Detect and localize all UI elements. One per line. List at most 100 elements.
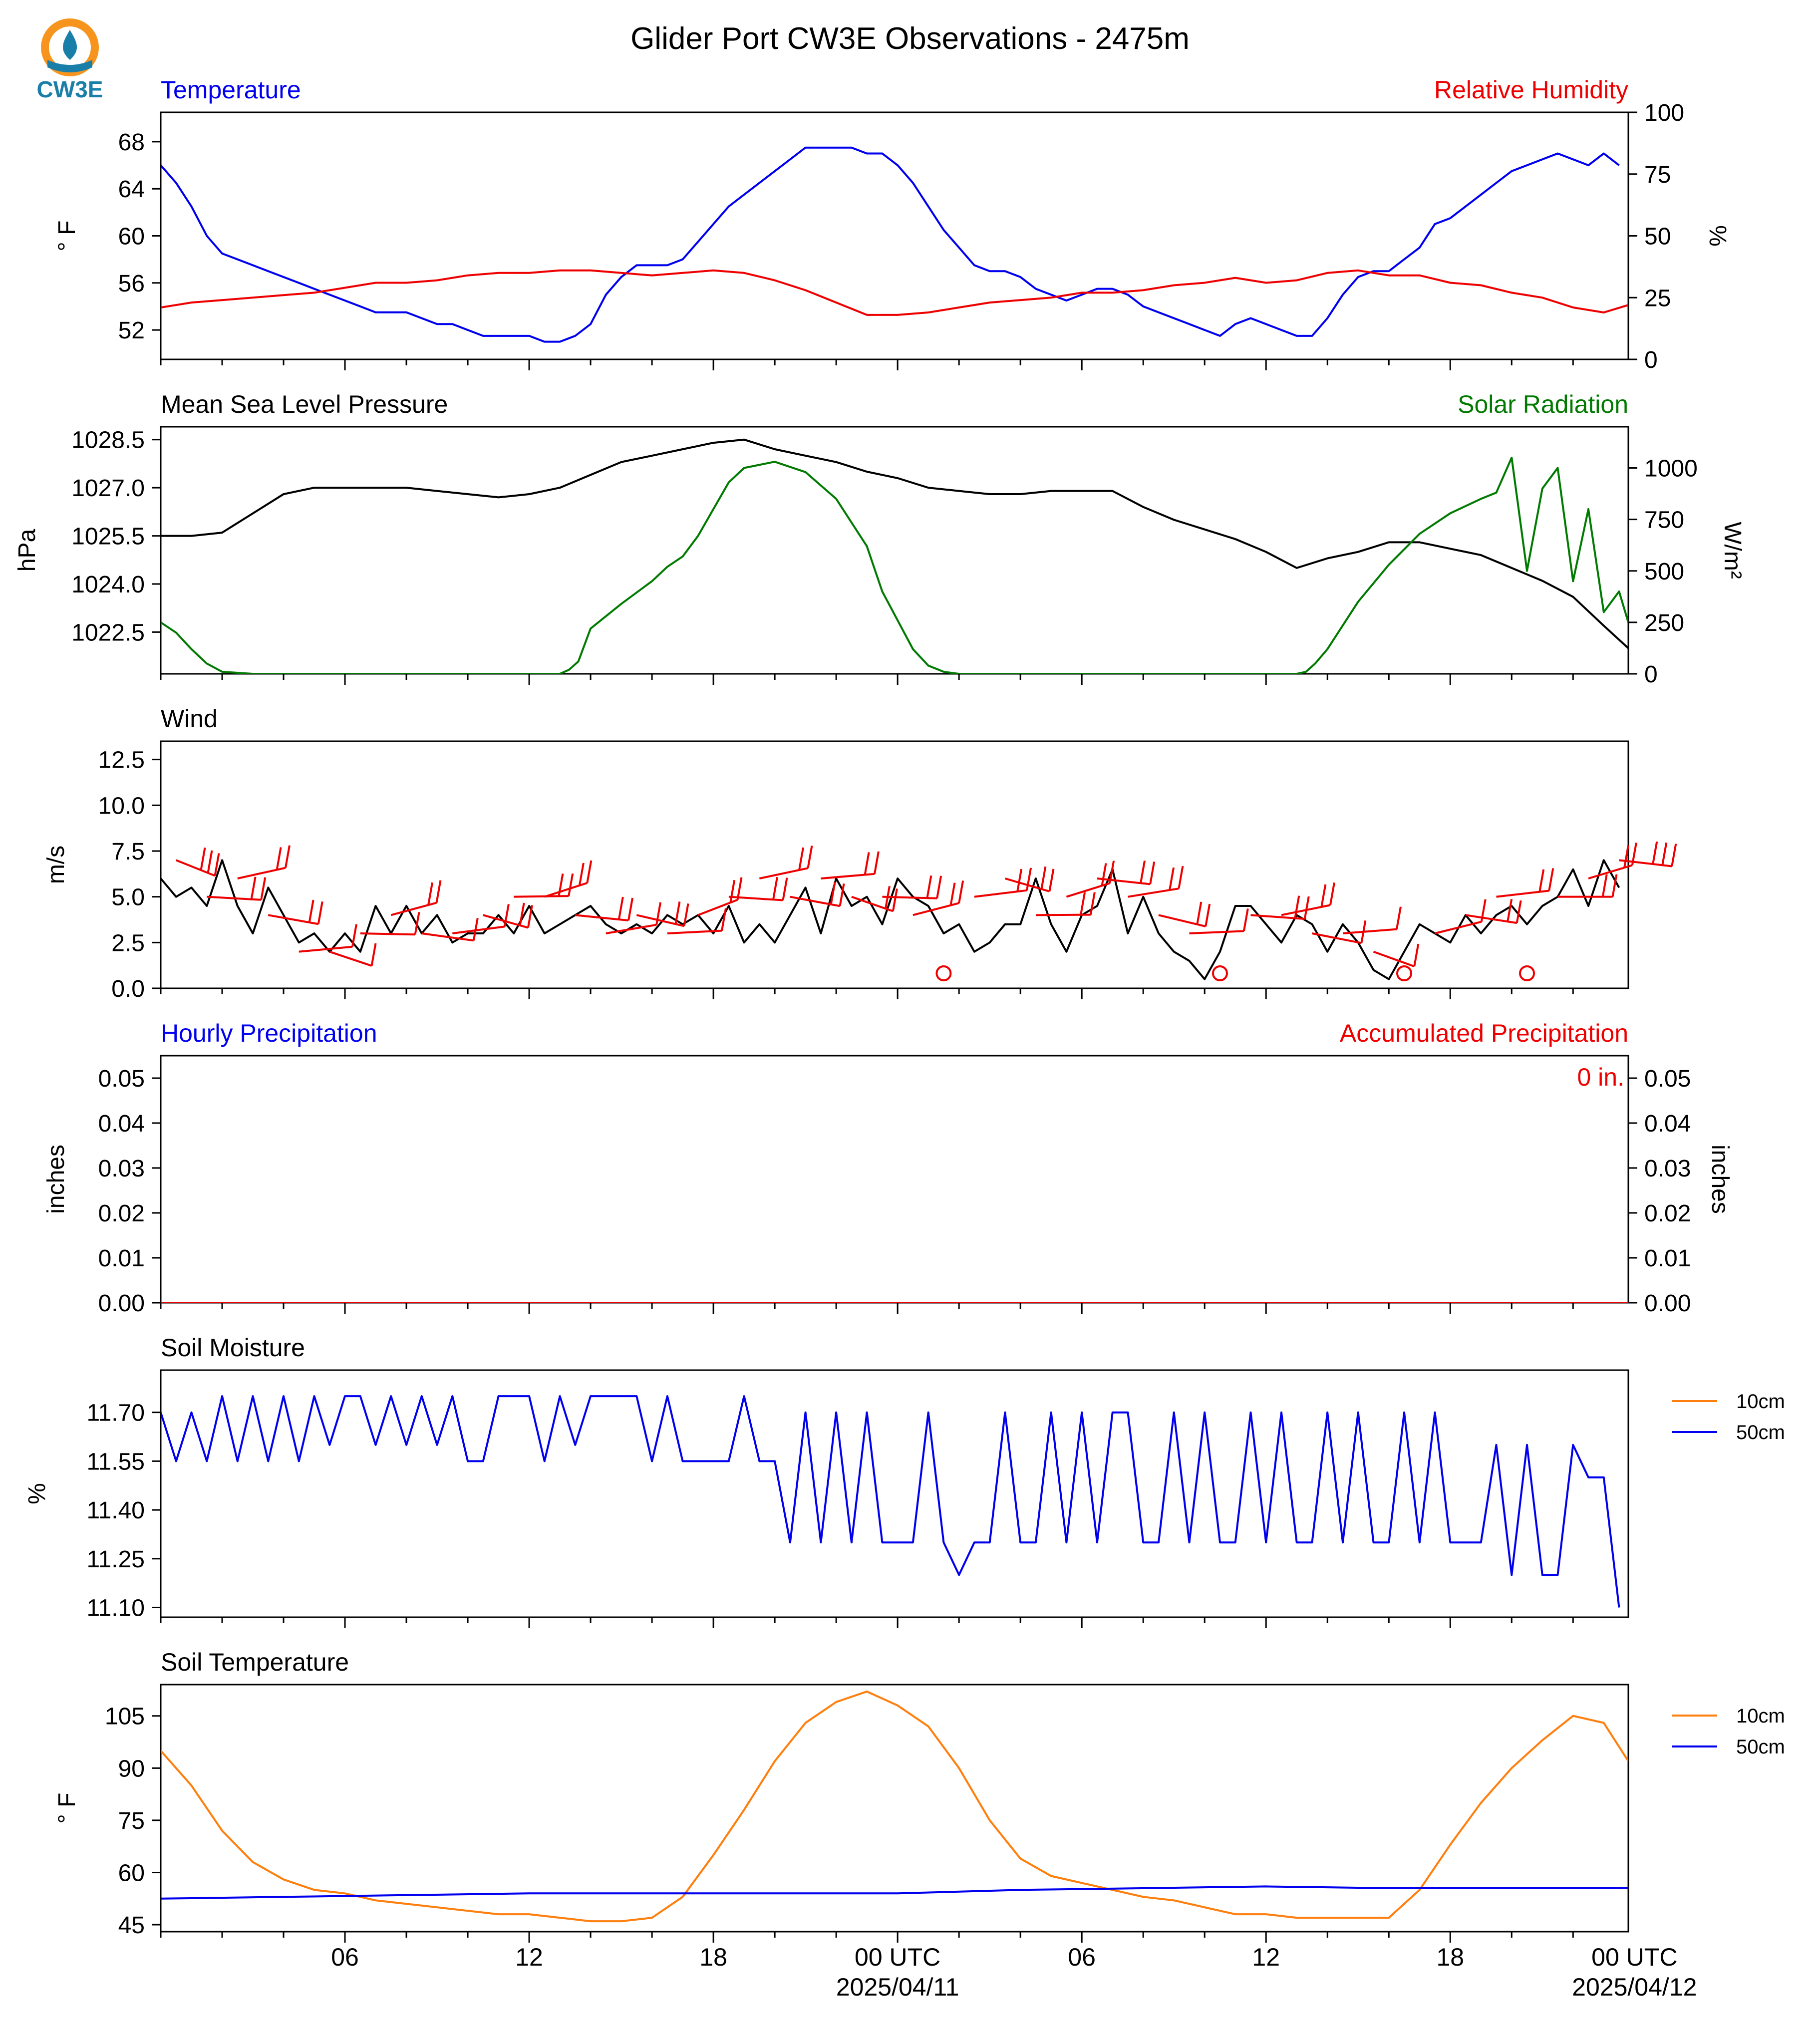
panel-title-left: Temperature [161,76,301,104]
x-tick-date-label: 2025/04/11 [836,1973,959,2001]
y-axis-label: % [24,1483,50,1504]
y-tick-label: 0.03 [98,1156,145,1182]
y-tick-label: 11.55 [86,1449,145,1475]
y-tick-label: 60 [118,1860,145,1886]
wind-barb [1619,841,1677,868]
legend-label: 50cm [1736,1422,1785,1444]
page-title: Glider Port CW3E Observations - 2475m [630,21,1190,56]
panel-frame [160,1055,1629,1304]
legend-label: 10cm [1736,1391,1785,1413]
y-tick-label: 11.10 [86,1595,145,1621]
wind-barb [974,868,1032,898]
y-tick-label-right: 750 [1644,507,1684,534]
wind-barb [237,845,291,879]
y-axis-label-right: % [1704,225,1731,247]
wind-barb [882,875,942,899]
precip-total-label: 0 in. [1577,1063,1624,1091]
wind-barb [1158,901,1211,927]
wind-barb-calm [935,965,952,981]
y-tick-label-right: 0 [1644,661,1658,688]
wind-barb [790,881,845,907]
panel-5: Soil Temperature 45 60 75 90 105 ° F 10cm 50cm [54,1648,1785,1943]
y-axis-label: ° F [54,221,80,252]
wind-barb [606,902,662,934]
series-line-temperature [161,146,1620,343]
y-tick-label-right: 0.00 [1644,1290,1691,1317]
y-tick-label: 10.0 [98,793,145,819]
y-axis-label-right: W/m² [1719,522,1746,579]
wind-barb [390,880,442,916]
wind-barb [1097,860,1156,885]
legend: 10cm 50cm [1672,1705,1785,1758]
x-tick-label: 06 [1068,1943,1096,1971]
panel-frame [160,426,1629,675]
y-tick-label: 75 [118,1808,145,1834]
legend-label: 50cm [1736,1736,1785,1758]
wind-barb-calm [1212,965,1228,981]
y-tick-label-right: 100 [1644,100,1684,126]
x-tick-label: 12 [515,1943,543,1971]
y-tick-label-right: 0.04 [1644,1111,1691,1137]
x-tick-label: 00 UTC [1591,1943,1677,1971]
y-axis-label: inches [43,1145,69,1214]
panel-title-left: Wind [161,705,218,733]
legend-label: 10cm [1736,1705,1785,1727]
y-tick-label: 1024.0 [71,572,145,598]
wind-barb [360,911,420,936]
wind-barb-calm [1396,965,1413,981]
panel-title-right: Accumulated Precipitation [1340,1019,1628,1047]
y-tick-label-right: 1000 [1644,456,1698,482]
series-line-50cm [161,1885,1628,1900]
wind-barb [1004,866,1055,892]
wind-barb [912,880,964,916]
x-tick-label: 00 UTC [855,1943,940,1971]
y-tick-label: 52 [118,317,145,344]
y-axis-label-right: inches [1707,1145,1733,1214]
wind-barb [452,904,510,934]
wind-barb [268,899,323,925]
wind-barb [1035,892,1096,916]
wind-barb [299,924,357,953]
wind-barb [759,845,813,879]
series-line-50cm [161,1395,1620,1608]
y-tick-label: 7.5 [111,839,145,865]
series-line-wind-speed [161,859,1620,980]
y-tick-label: 1027.0 [71,475,145,502]
y-axis-label: ° F [54,1793,80,1824]
y-tick-label: 11.70 [86,1400,145,1427]
wind-barb [544,860,593,898]
y-tick-label: 1025.5 [71,524,145,550]
panel-frame [160,1369,1629,1618]
y-tick-label: 60 [118,224,145,250]
y-tick-label: 68 [118,129,145,156]
panel-3: Hourly Precipitation Accumulated Precipit… [43,1019,1733,1317]
y-tick-label: 1022.5 [71,619,145,646]
wind-barb [329,943,377,967]
cw3e-logo: CW3E [37,18,103,102]
wind-barb-calm [1519,965,1535,981]
wind-barb [1496,868,1554,898]
y-axis-label: hPa [14,529,40,572]
y-tick-label: 64 [118,176,145,203]
y-tick-label: 45 [118,1912,145,1939]
y-tick-label: 5.0 [111,884,145,911]
y-tick-label: 1028.5 [71,427,145,454]
panel-title-left: Mean Sea Level Pressure [161,390,448,418]
panel-title-left: Soil Temperature [161,1648,349,1676]
y-tick-label: 11.40 [86,1497,145,1524]
wind-barb [728,876,788,901]
y-tick-label: 0.05 [98,1066,145,1092]
wind-barb [421,917,479,942]
panel-frame [160,740,1629,989]
wind-barb [1250,895,1310,920]
y-tick-label: 0.02 [98,1200,145,1227]
wind-barb [1465,898,1522,924]
x-tick-label: 12 [1252,1943,1280,1971]
series-line-mean-sea-level-pressure [161,438,1628,649]
panel-frame [160,1684,1629,1933]
wind-barb [1373,943,1420,967]
wind-barb [575,896,634,921]
y-tick-label: 2.5 [111,930,145,956]
y-tick-label-right: 25 [1644,285,1671,311]
panel-0: Temperature Relative Humidity 52 56 60 64 68 ° … [54,76,1731,373]
